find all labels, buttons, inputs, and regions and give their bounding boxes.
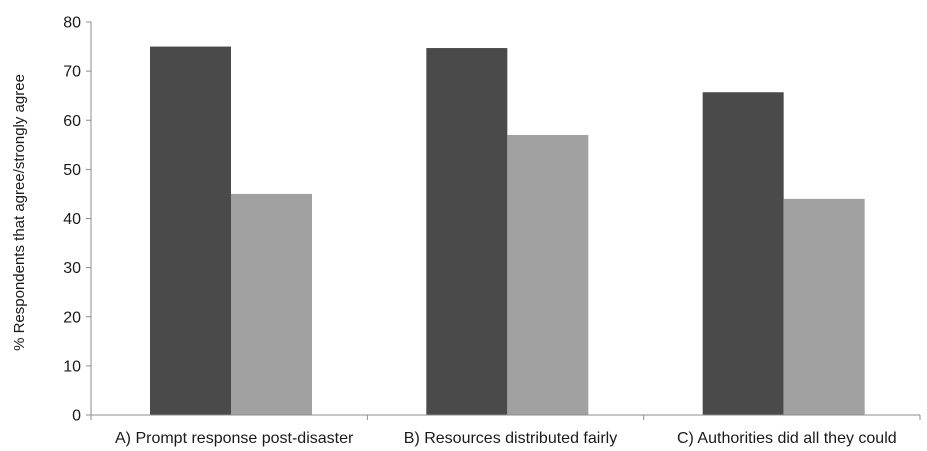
y-tick-label: 10 [63, 358, 81, 375]
y-axis-title: % Respondents that agree/strongly agree [11, 74, 28, 351]
x-category-label: B) Resources distributed fairly [404, 430, 617, 447]
bar-series-2-category-3 [783, 198, 865, 415]
y-tick-label: 80 [63, 15, 81, 32]
x-category-label: C) Authorities did all they could [677, 430, 897, 447]
y-tick-label: 20 [63, 309, 81, 326]
y-tick-label: 70 [63, 64, 81, 81]
x-category-label: A) Prompt response post-disaster [115, 430, 354, 447]
bar-series-1-category-1 [150, 46, 231, 415]
bar-group [150, 46, 865, 416]
y-axis-ticks: 0 10 20 30 40 50 60 70 80 [63, 15, 921, 425]
x-axis-labels: A) Prompt response post-disaster B) Resou… [115, 430, 897, 447]
bar-series-1-category-2 [426, 48, 508, 415]
y-tick-label: 0 [72, 408, 81, 425]
y-tick-label: 40 [63, 211, 81, 228]
bar-series-2-category-1 [231, 193, 312, 415]
bar-series-2-category-2 [507, 134, 589, 416]
y-tick-label: 60 [63, 113, 81, 130]
y-tick-label: 50 [63, 162, 81, 179]
y-tick-label: 30 [63, 260, 81, 277]
bar-series-1-category-3 [702, 92, 784, 415]
